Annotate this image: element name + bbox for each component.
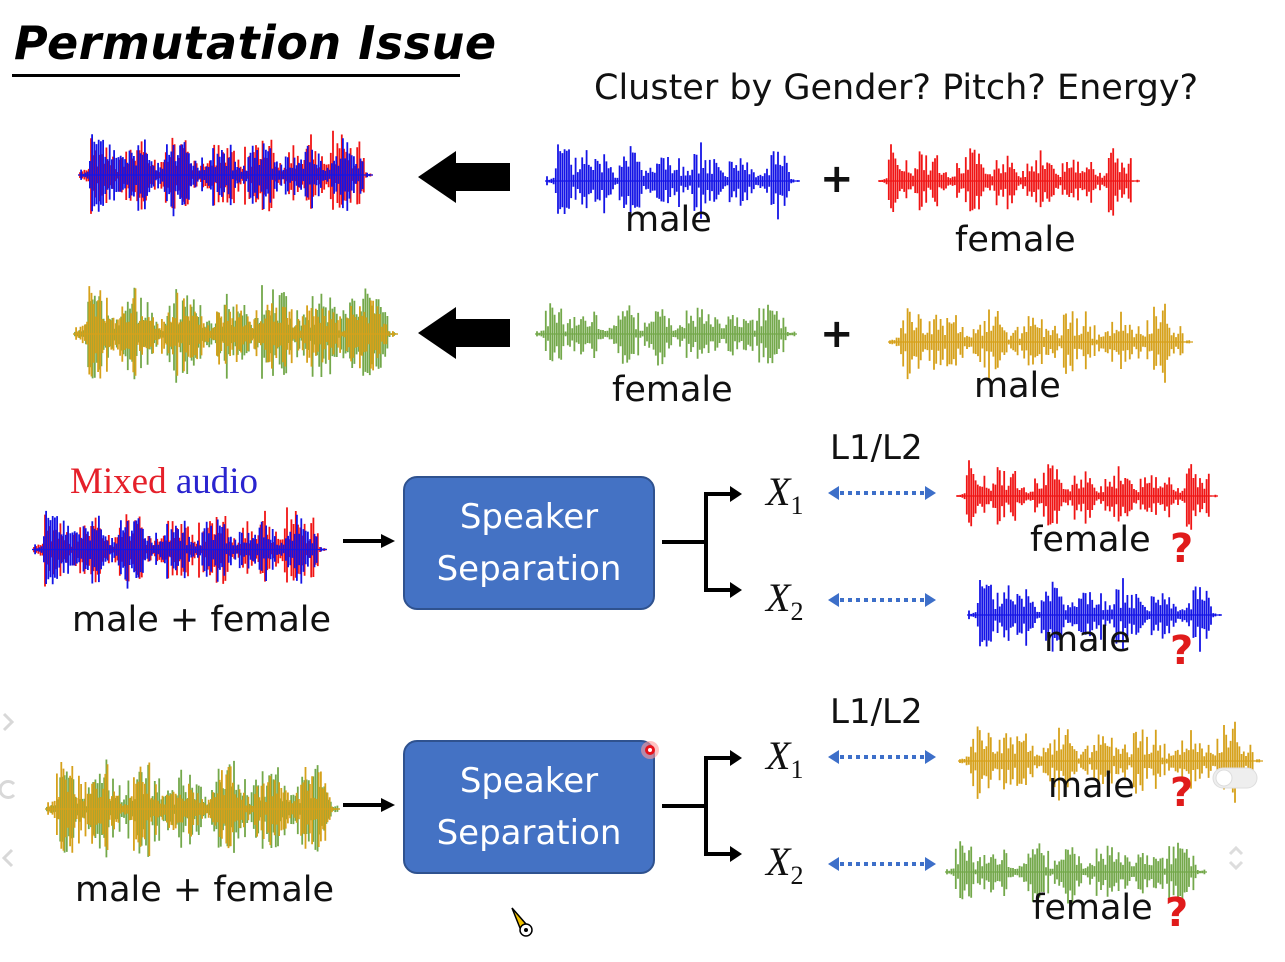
box-line-2: Separation [436,549,622,589]
previous-slide-arrow-icon[interactable] [0,710,16,734]
scroll-chevron-icon[interactable] [1226,842,1246,874]
refresh-icon[interactable] [0,778,18,800]
toggle-switch-icon[interactable] [1212,767,1258,789]
x2-symbol: X [766,575,791,620]
label-male: male [974,366,1061,406]
plus-sign: + [820,311,854,357]
x2-subscript: 2 [790,861,804,890]
plus-sign: + [820,156,854,202]
target-waveform-female-green [945,841,1207,904]
label-female: female [612,370,733,410]
mixed-waveform-green-orange [73,285,398,383]
arrow-to-separator [343,798,395,812]
label-male: male [625,200,712,240]
mixed-word: Mixed [70,461,167,502]
output-x1: X1 [766,468,803,521]
waveform-male-blue [545,142,800,220]
input-label: male + female [72,600,332,640]
question-mark: ? [1165,890,1189,936]
loss-arrow-2 [828,593,936,607]
label-female: female [955,220,1076,260]
arrow-to-separator [343,534,395,548]
mixed-input-waveform-green-orange [45,759,340,858]
output-x2: X2 [766,838,803,891]
x2-symbol: X [766,839,791,884]
target-waveform-male-orange [958,721,1263,803]
target-label-female: female [1030,520,1151,560]
x1-symbol: X [766,469,791,514]
target-waveform-female-red [956,460,1218,530]
loss-arrow-1 [828,750,936,764]
left-arrow-2 [418,307,510,359]
mixed-input-waveform-red-blue [32,507,327,589]
x1-subscript: 1 [790,755,804,784]
target-label-male: male [1048,766,1135,806]
x1-symbol: X [766,733,791,778]
x2-subscript: 2 [790,597,804,626]
cluster-question: Cluster by Gender? Pitch? Energy? [594,68,1199,108]
target-label-female: female [1032,888,1153,928]
box-line-2: Separation [436,813,622,853]
waveform-male-orange [888,303,1193,383]
loss-label: L1/L2 [830,692,923,732]
pen-cursor-icon [511,907,533,937]
question-mark: ? [1170,628,1194,674]
x1-subscript: 1 [790,491,804,520]
waveform-female-green [535,303,797,366]
left-arrow-1 [418,151,510,203]
mixed-audio-label: Mixed audio [70,460,258,503]
loss-label: L1/L2 [830,428,923,468]
loss-arrow-2 [828,857,936,871]
loss-arrow-1 [828,486,936,500]
output-x2: X2 [766,574,803,627]
question-mark: ? [1170,526,1194,572]
slide-title: Permutation Issue [14,16,497,70]
audio-word: audio [175,461,259,502]
mixed-waveform-red-blue [78,130,373,217]
title-underline [12,74,460,77]
target-label-male: male [1044,620,1131,660]
split-arrows [662,486,742,598]
box-line-1: Speaker [459,497,599,537]
question-mark: ? [1170,770,1194,816]
back-arrow-icon[interactable] [0,846,16,870]
output-x1: X1 [766,732,803,785]
box-line-1: Speaker [459,761,599,801]
laser-pointer-dot [641,741,659,759]
speaker-separation-box: Speaker Separation [403,476,655,610]
speaker-separation-box: Speaker Separation [403,740,655,874]
waveform-female-red [878,144,1140,216]
target-waveform-male-blue [967,578,1222,652]
input-label: male + female [75,870,335,910]
split-arrows [662,750,742,862]
